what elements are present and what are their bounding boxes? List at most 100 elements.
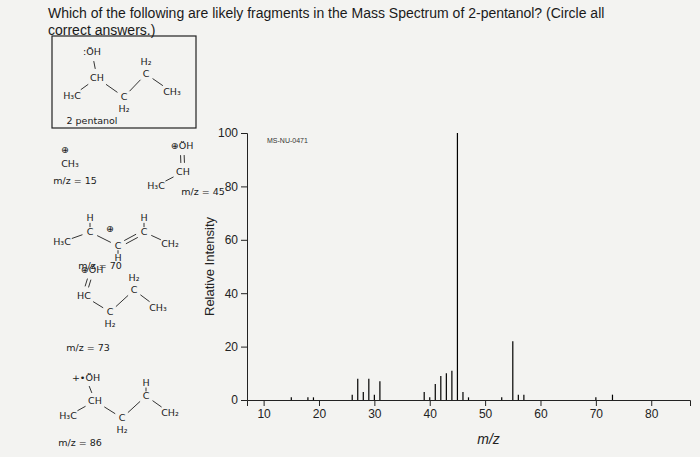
y-tick-label: 0 xyxy=(231,393,238,407)
peak xyxy=(518,395,519,400)
x-tick-label: 80 xyxy=(645,407,659,421)
y-tick: 60 xyxy=(225,233,247,247)
y-axis-title: Relative Intensity xyxy=(202,217,217,316)
peak xyxy=(379,381,380,400)
atom-label: H₂ xyxy=(117,424,128,435)
x-tick-mark xyxy=(596,400,597,406)
atom-label: H₂ xyxy=(105,318,116,329)
atom-label: CH xyxy=(90,72,104,83)
peak xyxy=(374,395,375,400)
bond xyxy=(165,177,173,181)
bond xyxy=(130,80,141,91)
peak xyxy=(468,397,469,400)
atom-label: ⊕ÖH xyxy=(81,264,104,275)
atom-label: :ÖH xyxy=(83,46,101,57)
x-tick-mark xyxy=(485,400,486,406)
peak xyxy=(352,395,353,400)
page: Which of the following are likely fragme… xyxy=(0,0,700,457)
y-tick-mark xyxy=(241,240,247,241)
x-tick: 70 xyxy=(590,400,604,421)
peak xyxy=(523,395,524,400)
y-tick-mark xyxy=(241,400,247,401)
atom-label: C xyxy=(87,226,94,237)
peak xyxy=(435,384,436,400)
atom-label: C xyxy=(141,226,148,237)
peak xyxy=(313,397,314,400)
x-tick-label: 30 xyxy=(368,407,382,421)
bond xyxy=(153,79,163,86)
structure: H₃CCH⊕CHCHCH₂m/z = 70 xyxy=(53,212,179,271)
atom-label: CH₃ xyxy=(149,302,167,313)
atom-label: C xyxy=(119,412,126,423)
x-tick: 50 xyxy=(479,400,493,421)
x-tick-label: 50 xyxy=(479,407,493,421)
bond xyxy=(104,407,115,414)
question-line: Which of the following are likely fragme… xyxy=(48,5,604,21)
y-tick-mark xyxy=(241,186,247,187)
x-axis-title: m/z xyxy=(477,431,500,447)
x-axis-line xyxy=(248,401,691,407)
x-tick-mark xyxy=(540,400,541,406)
bond xyxy=(85,279,87,287)
peak xyxy=(424,392,425,400)
y-tick: 80 xyxy=(225,180,247,194)
y-tick-mark xyxy=(241,133,247,134)
peak xyxy=(307,397,308,400)
y-tick: 20 xyxy=(225,340,247,354)
x-tick-mark xyxy=(319,400,320,406)
atom-label: H₃C xyxy=(147,180,165,191)
y-tick-label: 60 xyxy=(225,233,239,247)
atom-label: HC xyxy=(77,290,91,301)
peak xyxy=(440,376,441,400)
bond xyxy=(116,295,128,306)
peak xyxy=(501,397,502,400)
structure: ⊕ÖHHCCH₂CH₂CH₃m/z = 73 xyxy=(66,264,167,353)
atom-label: ⊕ xyxy=(61,144,69,155)
atom-label: C xyxy=(121,91,128,102)
structure-label: m/z = 86 xyxy=(58,437,102,448)
bond xyxy=(184,155,185,163)
atom-label: CH₂ xyxy=(161,407,179,418)
bond xyxy=(77,406,85,411)
atom-label: +•ÖH xyxy=(72,372,100,383)
x-tick: 20 xyxy=(313,400,327,421)
y-axis-line xyxy=(241,134,248,401)
peak xyxy=(368,379,369,400)
structure: ⊕ CH₃ m/z = 15 xyxy=(53,144,97,186)
plot-area xyxy=(291,133,612,400)
y-tick: 40 xyxy=(225,287,247,301)
atom-label: CH₃ xyxy=(163,86,181,97)
peak xyxy=(595,397,596,400)
atom-label: H₃C xyxy=(63,90,81,101)
x-tick-label: 40 xyxy=(424,407,438,421)
atom-label: H₂ xyxy=(119,103,130,114)
bond xyxy=(81,84,89,89)
atom-label: CH xyxy=(176,166,190,177)
y-tick: 100 xyxy=(218,126,247,140)
peak xyxy=(429,397,430,400)
x-tick-mark xyxy=(651,400,652,406)
atom-label: H xyxy=(86,212,93,223)
bond xyxy=(97,236,111,243)
atom-label: H₂ xyxy=(129,272,140,283)
y-tick-mark xyxy=(241,347,247,348)
atom-label: C xyxy=(107,306,114,317)
x-tick: 30 xyxy=(368,400,382,421)
atom-label: CH₃ xyxy=(61,158,79,169)
x-tick: 10 xyxy=(257,400,271,421)
peak xyxy=(363,392,364,400)
structure: ⊕ÖHCHH₃Cm/z = 45 xyxy=(147,140,225,197)
structure-label: m/z = 73 xyxy=(66,342,110,353)
peak xyxy=(291,397,292,400)
peak xyxy=(451,371,452,400)
structure: +•ÖHCHH₃CCH₂CHCH₂m/z = 86 xyxy=(58,372,179,448)
x-tick-label: 10 xyxy=(257,407,271,421)
x-tick-label: 20 xyxy=(313,407,327,421)
y-tick-label: 80 xyxy=(225,180,239,194)
y-tick-mark xyxy=(241,293,247,294)
atom-label: C xyxy=(131,284,138,295)
structure-label: m/z = 15 xyxy=(53,175,97,186)
bond xyxy=(106,84,117,92)
x-tick: 60 xyxy=(534,400,548,421)
bond xyxy=(126,237,138,243)
